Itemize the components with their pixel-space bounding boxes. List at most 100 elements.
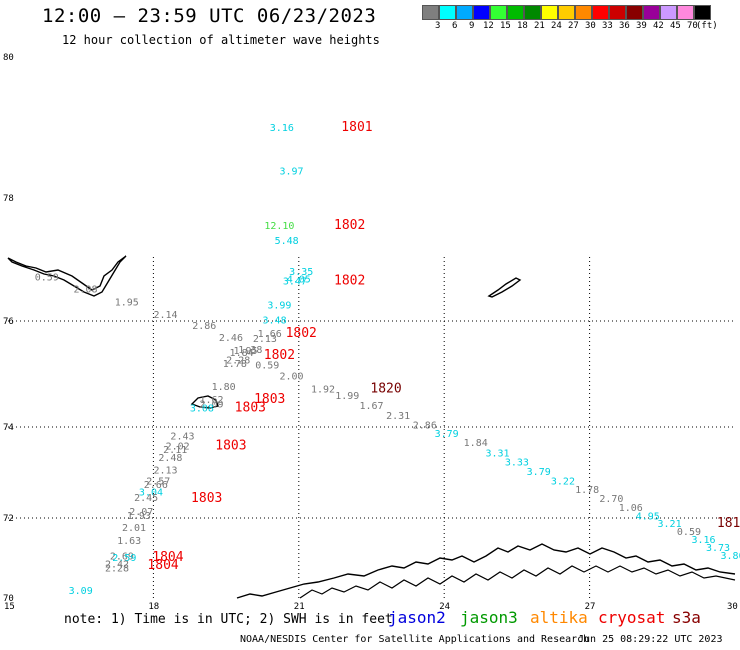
wave-height-label: 1.62 [200, 395, 224, 406]
scale-swatch [490, 5, 507, 20]
satellite-legend-item: jason3 [460, 608, 518, 627]
scale-label: 18 [517, 21, 528, 31]
scale-label: 6 [452, 21, 458, 31]
wave-height-label: 3.09 [69, 586, 93, 597]
wave-height-label: 3.47 [283, 277, 307, 288]
scale-label: 9 [469, 21, 475, 31]
scale-label: 12 [483, 21, 494, 31]
scale-swatch [609, 5, 626, 20]
wave-height-label: 1.67 [359, 401, 383, 412]
hopen-coastline [487, 277, 522, 298]
wave-height-label: 2.13 [153, 465, 177, 476]
wave-height-color-scale [422, 5, 711, 20]
latitude-label: 70 [3, 594, 14, 604]
scale-swatch [660, 5, 677, 20]
wave-height-label: 1.84 [464, 438, 488, 449]
wave-height-label: 2.86 [192, 321, 216, 332]
wave-height-label: 1.93 [127, 511, 151, 522]
wave-height-label: 3.79 [527, 467, 551, 478]
wave-height-label: 2.43 [170, 432, 194, 443]
wave-height-label: 1.78 [223, 359, 247, 370]
longitude-label: 21 [294, 602, 305, 612]
scale-label: 45 [670, 21, 681, 31]
latitude-label: 78 [3, 194, 14, 204]
generation-timestamp: Jun 25 08:29:22 UTC 2023 [578, 634, 723, 645]
wave-height-label: 1.63 [117, 536, 141, 547]
wave-height-label: 1.06 [619, 503, 643, 514]
wave-height-label: 5.48 [275, 236, 299, 247]
wave-height-label: 1.99 [335, 391, 359, 402]
wave-height-label: 2.13 [253, 334, 277, 345]
wave-height-label: 2.45 [134, 493, 158, 504]
wave-height-label: 2.09 [200, 399, 224, 410]
scale-label: 21 [534, 21, 545, 31]
wave-height-label: 2.46 [219, 333, 243, 344]
satellite-legend-item: altika [530, 608, 588, 627]
pass-time-label: 1802 [334, 274, 365, 289]
pass-time-label: 1803 [235, 401, 266, 416]
wave-height-label: 3.80 [721, 551, 740, 562]
wave-height-label: 3.16 [691, 535, 715, 546]
wave-height-label: 12.10 [264, 221, 294, 232]
scale-label: 30 [585, 21, 596, 31]
norway-fjords [299, 565, 736, 599]
wave-height-label: 4.05 [287, 274, 311, 285]
wave-height-label: 2.00 [279, 371, 303, 382]
longitude-label: 15 [4, 602, 15, 612]
scale-swatch [592, 5, 609, 20]
wave-height-label: 3.31 [485, 449, 509, 460]
wave-height-label: 2.14 [153, 310, 177, 321]
wave-height-label: 2.66 [144, 480, 168, 491]
longitude-label: 24 [439, 602, 450, 612]
scale-label: 15 [500, 21, 511, 31]
pass-time-label: 1802 [264, 348, 295, 363]
scale-swatch [626, 5, 643, 20]
pass-time-label: 1820 [370, 382, 401, 397]
scale-swatch [558, 5, 575, 20]
wave-height-label: 2.69 [110, 552, 134, 563]
map-subtitle: 12 hour collection of altimeter wave hei… [62, 33, 380, 47]
wave-height-label: 2.02 [166, 441, 190, 452]
wave-height-label: 3.16 [270, 123, 294, 134]
latitude-label: 72 [3, 514, 14, 524]
scale-label: 36 [619, 21, 630, 31]
scale-swatch [677, 5, 694, 20]
wave-height-label: 2.07 [129, 507, 153, 518]
wave-height-label: 2.59 [112, 553, 136, 564]
wave-height-label: 3.73 [706, 543, 730, 554]
wave-height-label: 3.04 [139, 487, 163, 498]
wave-height-label: 3.22 [551, 476, 575, 487]
scale-swatch [575, 5, 592, 20]
scale-swatch [456, 5, 473, 20]
scale-label: 42 [653, 21, 664, 31]
satellite-legend-item: s3a [672, 608, 701, 627]
pass-time-label: 1804 [147, 558, 178, 573]
pass-time-label: 1802 [334, 218, 365, 233]
credit-line: NOAA/NESDIS Center for Satellite Applica… [240, 634, 590, 645]
pass-time-label: 1804 [152, 550, 183, 565]
pass-time-label: 1819 [717, 516, 740, 531]
scale-swatch [541, 5, 558, 20]
wave-height-label: 1.66 [258, 329, 282, 340]
scale-swatch [473, 5, 490, 20]
wave-height-label: 2.48 [158, 453, 182, 464]
wave-height-label: 2.01 [122, 523, 146, 534]
norway-coastline [236, 543, 736, 599]
latitude-label: 80 [3, 53, 14, 63]
scale-label: 27 [568, 21, 579, 31]
wave-height-label: 1.78 [575, 485, 599, 496]
wave-height-label: 3.08 [190, 404, 214, 415]
wave-height-label: 4.95 [636, 512, 660, 523]
wave-height-label: 2.42 [105, 560, 129, 571]
wave-height-label: 1.84 [230, 348, 254, 359]
scale-label: 3 [435, 21, 441, 31]
longitude-label: 18 [148, 602, 159, 612]
svalbard-coastline [7, 255, 127, 297]
wave-height-label: 3.99 [267, 301, 291, 312]
wave-height-label: 3.35 [289, 267, 313, 278]
scale-label: (ft) [696, 21, 718, 31]
scale-swatch [524, 5, 541, 20]
wave-height-label: 2.31 [386, 411, 410, 422]
wave-height-label: 3.79 [435, 429, 459, 440]
scale-label: 70 [687, 21, 698, 31]
